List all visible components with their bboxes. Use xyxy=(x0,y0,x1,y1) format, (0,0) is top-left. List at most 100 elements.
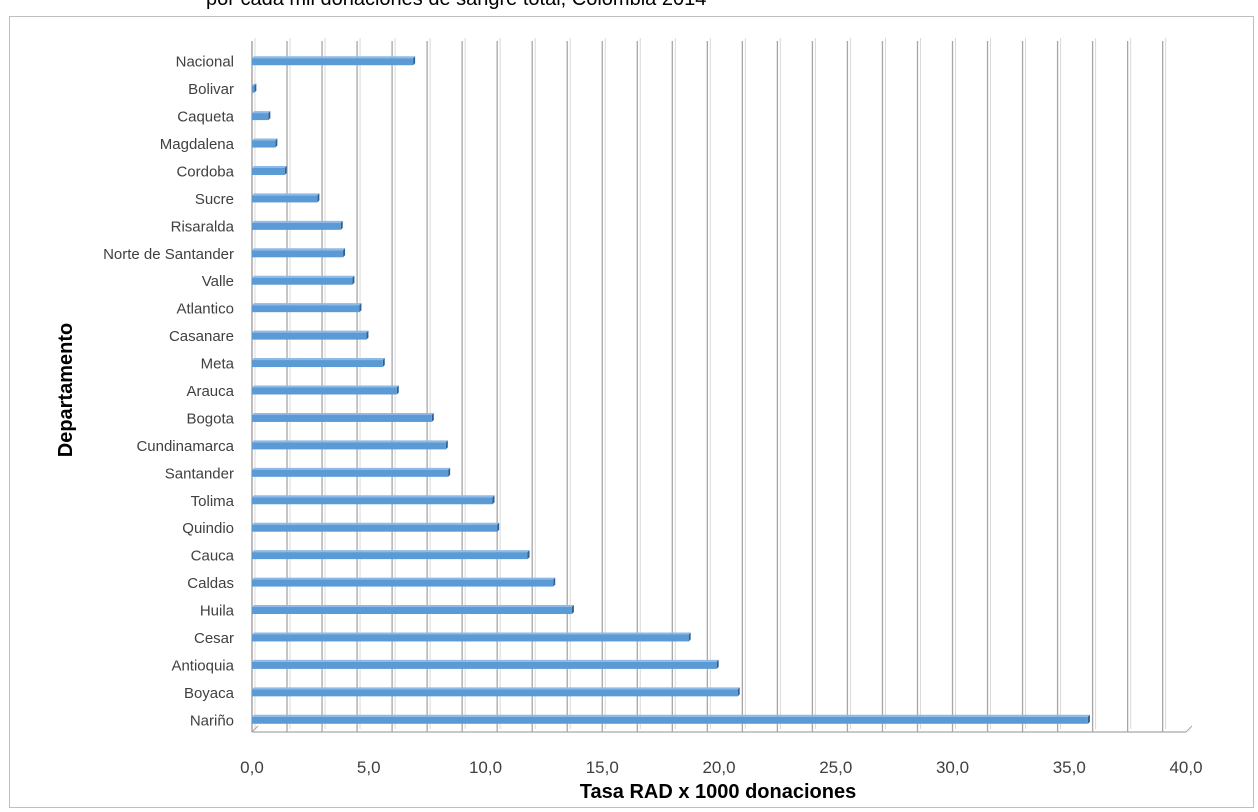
bar-top xyxy=(252,714,1090,717)
bar-end xyxy=(413,56,416,66)
y-tick-label: Sucre xyxy=(195,191,234,208)
bar-end xyxy=(448,467,451,477)
bar-top xyxy=(252,303,362,306)
bar-end xyxy=(366,330,369,340)
bar-top xyxy=(252,248,346,251)
y-tick-label: Bolivar xyxy=(188,81,234,98)
bar-end xyxy=(359,303,362,313)
bar xyxy=(252,195,318,203)
chart-frame xyxy=(9,16,1254,808)
y-tick-label: Santander xyxy=(165,465,234,482)
y-axis-title: Departamento xyxy=(55,323,77,457)
bar xyxy=(252,442,446,450)
x-tick-label: 25,0 xyxy=(819,758,852,777)
bar xyxy=(252,58,414,66)
x-tick-label: 5,0 xyxy=(357,758,381,777)
y-tick-label: Cordoba xyxy=(176,163,234,180)
bar xyxy=(252,634,689,642)
bar-top xyxy=(252,632,691,635)
bar xyxy=(252,85,255,93)
bar-top xyxy=(252,467,451,470)
bars xyxy=(252,56,1090,724)
bar-top xyxy=(252,412,434,415)
bar-end xyxy=(497,522,500,532)
bar-end xyxy=(340,220,343,230)
bar xyxy=(252,552,528,560)
bar-end xyxy=(492,495,495,505)
bar xyxy=(252,414,432,422)
bar xyxy=(252,524,498,532)
x-tick-label: 15,0 xyxy=(586,758,619,777)
bar-top xyxy=(252,193,320,196)
y-tick-label: Tolima xyxy=(191,493,235,510)
bar-top xyxy=(252,138,278,141)
y-tick-labels: Nacional Bolivar Caqueta Magdalena Cordoba Su… xyxy=(103,54,235,730)
bar-top xyxy=(252,440,448,443)
bar-end xyxy=(737,687,740,697)
bar-top xyxy=(252,687,740,690)
bar-top xyxy=(252,577,556,580)
bar-top xyxy=(252,659,719,662)
bar-end xyxy=(396,385,399,395)
x-tick-label: 30,0 xyxy=(936,758,969,777)
bar xyxy=(252,579,554,587)
bar-top xyxy=(252,605,574,608)
bar-top xyxy=(252,165,287,168)
bar xyxy=(252,222,341,230)
y-tick-label: Casanare xyxy=(169,328,234,345)
bar xyxy=(252,469,449,477)
y-tick-label: Caldas xyxy=(187,575,234,592)
x-tick-label: 0,0 xyxy=(240,758,264,777)
chart-title: por cada mil donaciones de sangre total,… xyxy=(206,0,706,11)
bar xyxy=(252,167,285,175)
x-tick-label: 35,0 xyxy=(1053,758,1086,777)
y-tick-label: Magdalena xyxy=(160,136,235,153)
bar xyxy=(252,305,360,313)
bar xyxy=(252,140,276,148)
x-tick-labels: 0,0 5,0 10,0 15,0 20,0 25,0 30,0 35,0 40,0 xyxy=(240,758,1202,777)
y-tick-label: Valle xyxy=(202,273,234,290)
y-tick-label: Atlantico xyxy=(176,301,234,318)
bar-top xyxy=(252,358,385,361)
bar-end xyxy=(716,659,719,669)
bar-end xyxy=(284,165,287,175)
x-axis-depth xyxy=(251,725,259,733)
y-tick-label: Quindio xyxy=(182,520,234,537)
bar xyxy=(252,332,367,340)
bar xyxy=(252,607,572,615)
bar-top xyxy=(252,330,369,333)
bar xyxy=(252,716,1088,724)
bar-top xyxy=(252,385,399,388)
x-axis-depth xyxy=(1185,725,1193,733)
bar-end xyxy=(268,111,271,121)
bar-top xyxy=(252,56,416,59)
bar-top xyxy=(252,495,495,498)
bar-end xyxy=(352,275,355,285)
y-tick-label: Meta xyxy=(201,356,235,373)
bar-end xyxy=(343,248,346,258)
y-tick-label: Arauca xyxy=(186,383,234,400)
bar-top xyxy=(252,275,355,278)
bar-top xyxy=(252,220,343,223)
bar xyxy=(252,387,397,395)
x-tick-label: 20,0 xyxy=(702,758,735,777)
bar xyxy=(252,497,493,505)
gridlines xyxy=(251,38,1193,733)
bar-end xyxy=(275,138,278,148)
x-axis-title: Tasa RAD x 1000 donaciones xyxy=(580,781,856,803)
bar-end xyxy=(445,440,448,450)
bar-top xyxy=(252,550,530,553)
bar-end xyxy=(254,83,257,93)
y-tick-label: Caqueta xyxy=(177,109,234,126)
bar-end xyxy=(553,577,556,587)
y-tick-label: Antioquia xyxy=(171,657,234,674)
bar-end xyxy=(431,412,434,422)
x-tick-label: 40,0 xyxy=(1169,758,1202,777)
bar-end xyxy=(571,605,574,615)
y-tick-label: Boyaca xyxy=(184,685,235,702)
bar xyxy=(252,250,344,258)
y-tick-label: Nariño xyxy=(190,712,234,729)
y-tick-label: Cauca xyxy=(191,548,235,565)
y-tick-label: Bogota xyxy=(186,410,234,427)
